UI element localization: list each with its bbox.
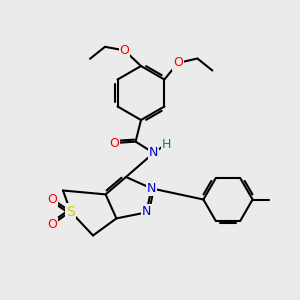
Text: O: O [48, 218, 57, 231]
Text: H: H [161, 137, 171, 151]
Text: O: O [48, 193, 57, 206]
Text: S: S [66, 205, 75, 218]
Text: N: N [147, 182, 156, 195]
Text: N: N [142, 205, 151, 218]
Text: O: O [120, 44, 129, 57]
Text: N: N [149, 146, 158, 160]
Text: O: O [173, 56, 183, 70]
Text: O: O [109, 136, 119, 150]
